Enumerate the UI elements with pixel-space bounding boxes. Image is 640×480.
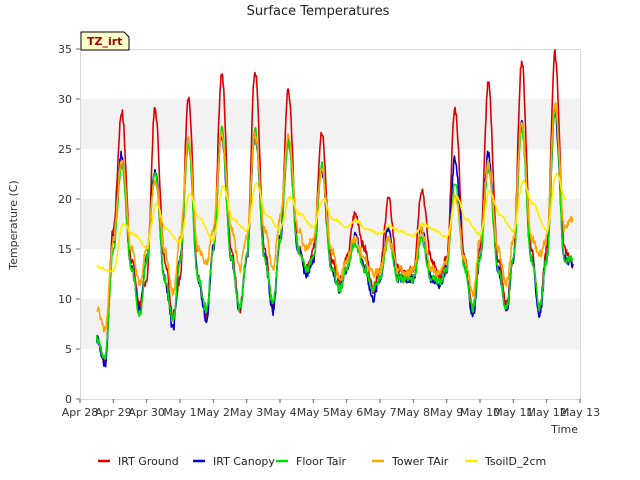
- x-axis-label: Time: [550, 423, 578, 436]
- grid-band: [80, 49, 580, 99]
- y-axis: 0 5 10 15 20 25 30 35: [58, 43, 80, 406]
- x-tick-label: May 12: [527, 406, 567, 419]
- x-tick-label: May 10: [460, 406, 500, 419]
- legend-label-irt-ground: IRT Ground: [118, 455, 179, 468]
- x-tick-label: May 5: [297, 406, 330, 419]
- y-tick-label: 0: [65, 393, 72, 406]
- chart-title: Surface Temperatures: [247, 4, 390, 19]
- legend: IRT Ground IRT Canopy Floor Tair Tower TAir…: [98, 455, 546, 468]
- y-tick-label: 25: [58, 143, 72, 156]
- grid-band: [80, 99, 580, 149]
- x-tick-label: May 13: [560, 406, 600, 419]
- x-tick-label: May 9: [430, 406, 463, 419]
- x-tick-label: May 11: [493, 406, 533, 419]
- grid-band: [80, 149, 580, 199]
- background-bands: [80, 49, 580, 399]
- x-tick-label: May 8: [397, 406, 430, 419]
- x-tick-label: May 7: [363, 406, 396, 419]
- legend-label-tsoild-2cm: TsoilD_2cm: [484, 455, 546, 468]
- annotation-box: [80, 31, 130, 51]
- annotation-text: TZ_irt: [87, 35, 122, 48]
- y-axis-label: Temperature (C): [7, 180, 20, 270]
- x-tick-label: Apr 30: [128, 406, 165, 419]
- x-tick-label: Apr 29: [95, 406, 132, 419]
- x-tick-label: May 1: [163, 406, 196, 419]
- series-line-tsoild-2cm: [96, 172, 567, 273]
- x-tick-label: May 4: [263, 406, 296, 419]
- grid-band: [80, 349, 580, 399]
- tz-irt-annotation: TZ_irt: [80, 31, 130, 51]
- y-tick-label: 15: [58, 243, 72, 256]
- x-tick-label: May 2: [197, 406, 230, 419]
- y-tick-label: 5: [65, 343, 72, 356]
- y-tick-label: 30: [58, 93, 72, 106]
- legend-label-floor-tair: Floor Tair: [296, 455, 347, 468]
- legend-label-irt-canopy: IRT Canopy: [213, 455, 275, 468]
- x-tick-label: Apr 28: [62, 406, 99, 419]
- series-layer: [95, 49, 574, 368]
- y-tick-label: 20: [58, 193, 72, 206]
- plot-area-border: [80, 49, 581, 400]
- x-tick-label: May 3: [230, 406, 263, 419]
- series-line-floor-tair: [95, 103, 574, 360]
- series-line-tower-tair: [96, 101, 574, 333]
- y-tick-label: 35: [58, 43, 72, 56]
- y-tick-label: 10: [58, 293, 72, 306]
- legend-label-tower-tair: Tower TAir: [391, 455, 449, 468]
- grid-band: [80, 299, 580, 349]
- x-tick-label: May 6: [330, 406, 363, 419]
